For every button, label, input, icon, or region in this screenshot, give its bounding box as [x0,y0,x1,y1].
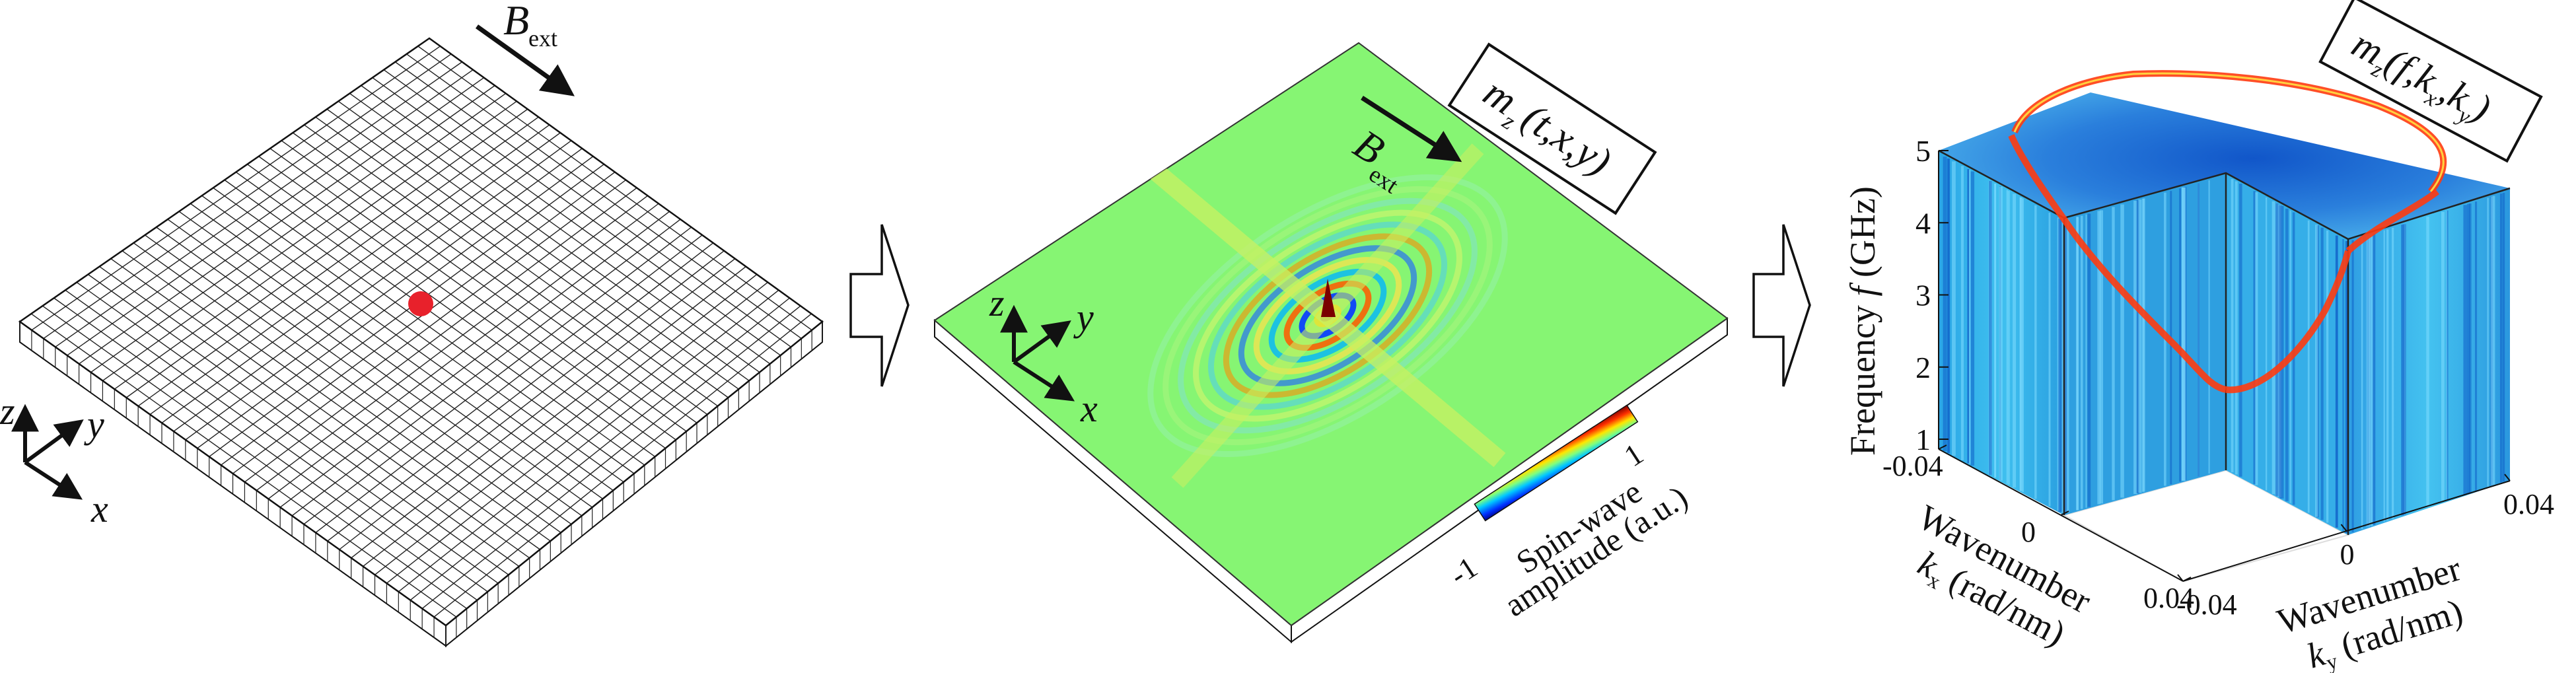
spectrum-label-box: mz(f,kx,ky) [2318,0,2543,163]
dispersion-curve-left-wall [2008,134,2067,221]
grid-line [338,100,739,390]
panel-spin-wave-map: B ext m z (t,x,y) z y x -1 1 Spin-wave a… [933,42,1729,644]
grid-line [292,132,698,423]
wave-ring [1207,221,1448,410]
dispersion-curve-inner-right [2225,250,2351,394]
field-arrow [475,24,575,96]
grid-line [268,203,659,499]
grid-line [349,92,750,382]
grid-line [421,305,801,609]
grid-line [304,124,708,415]
axis-label-y-2: y [1073,296,1094,339]
dispersion-curve-right-wall [2345,188,2439,254]
grid-line [256,195,648,491]
field-arrow-2 [1361,96,1462,162]
grid-line [361,85,760,373]
kx-tick-label: -0.04 [1882,450,1943,482]
field-label: B [503,0,529,44]
kx-tick [2060,511,2069,516]
grid-line [417,46,812,331]
ky-tick-label: 0.04 [2503,488,2554,520]
ky-tick [2340,524,2347,532]
grid-line [247,164,656,458]
axes-triad-2 [1000,304,1075,402]
ky-ticks: -0.04 0 0.04 [2176,474,2554,621]
colorbar-max-label: 1 [1618,437,1649,473]
dispersion-curve-inner-left [2061,217,2227,393]
cube-edges [1938,149,2511,535]
ky-tick-label: 0 [2340,538,2355,571]
grid-line [291,219,681,516]
grid-line [279,211,670,508]
dispersion-curve-top-core [2013,72,2445,192]
wave-ring [1268,268,1387,363]
grid-slab-top [18,37,824,627]
grid-line [258,156,666,449]
grid-line [315,116,719,407]
frequency-tick-label: 4 [1915,206,1931,240]
process-arrow-2 [1752,224,1811,387]
axes-triad [11,404,84,500]
grid-line [398,289,779,592]
colorbar-gradient [1474,404,1639,522]
frequency-ticks: 1 2 3 4 5 [1915,134,1949,456]
cube-top [1939,92,2510,239]
wave-ring [1238,245,1417,386]
wave-ring [1163,186,1493,446]
panel-mesh-grid: B ext z y x [0,0,824,648]
axis-label-y: y [84,403,104,446]
grid-line [406,53,802,339]
grid-line [327,242,714,542]
excitation-source-dot [408,291,433,316]
frequency-axis-label: Frequency f (GHz) [1843,186,1882,456]
wave-ring [1178,197,1478,434]
grid-line [281,140,687,432]
frequency-tick-label: 2 [1915,351,1931,384]
panel-dispersion-cube: 1 2 3 4 5 Frequency f (GHz) -0.04 0 0.04 Waven… [1843,0,2554,673]
wave-ring [1253,257,1402,374]
kx-tick [1938,444,1947,450]
grid-line [383,69,781,356]
ky-tick [2504,474,2511,481]
grid-line [326,108,729,398]
wave-ring [1193,209,1462,422]
axis-label-x-2: x [1080,387,1098,430]
source-spike [1321,279,1336,317]
grid-line [339,250,725,550]
frequency-tick-label: 1 [1915,423,1931,456]
grid-line [269,148,676,441]
axis-label-z: z [0,390,15,433]
kx-ticks: -0.04 0 0.04 [1882,444,2194,614]
kx-tick-label: 0 [2021,516,2036,548]
ky-axis-title: Wavenumber ky (rad/nm) [2273,548,2467,673]
grid-line [433,313,812,618]
grid-line [372,77,771,365]
frequency-tick-label: 5 [1915,134,1931,168]
grid-line [233,179,626,474]
wave-ring [1147,174,1508,457]
field-subscript: ext [528,25,557,52]
colorbar-min-label: -1 [1444,550,1484,592]
ky-tick [2177,574,2184,582]
grid-line [410,297,790,601]
kx-axis-title: Wavenumber kx (rad/nm) [1912,497,2097,654]
grid-line [394,61,791,347]
grid-line [235,172,645,466]
process-arrow-1 [849,224,910,387]
ky-tick-label: -0.04 [2176,588,2237,621]
axis-label-z-2: z [989,281,1005,324]
grid-line [375,273,758,575]
grid-cells [19,38,823,646]
grid-line [244,187,637,483]
axis-label-x: x [90,487,108,530]
kx-tick-label: 0.04 [2143,582,2194,614]
colorbar [1474,404,1639,522]
frequency-tick-label: 3 [1915,279,1931,312]
wave-ring [1223,233,1433,398]
wall-stripes [1943,157,2505,534]
grid-line [386,281,768,584]
grid-line [315,234,703,533]
